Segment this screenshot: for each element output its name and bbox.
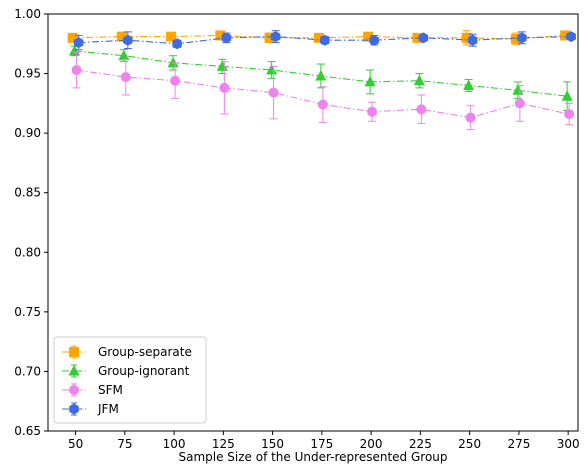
data-point [369, 34, 379, 46]
data-point [367, 106, 378, 117]
x-tick-label: 200 [360, 437, 383, 451]
x-axis-label: Sample Size of the Under-represented Gro… [178, 450, 447, 464]
data-point [215, 30, 226, 41]
data-point [73, 37, 84, 49]
legend-box [53, 336, 207, 424]
data-point [216, 60, 228, 71]
y-tick-label: 0.90 [14, 126, 41, 140]
data-point [167, 56, 179, 68]
data-point [67, 32, 78, 43]
data-point [266, 63, 278, 75]
data-point [116, 31, 127, 42]
legend-label: Group-separate [98, 345, 192, 359]
data-point [268, 87, 279, 98]
plot-area [67, 30, 576, 131]
x-tick-label: 250 [458, 437, 481, 451]
x-tick-label: 275 [507, 437, 530, 451]
x-tick-label: 175 [310, 437, 333, 451]
data-point [317, 99, 328, 110]
x-tick-label: 125 [212, 437, 235, 451]
data-point [166, 31, 177, 42]
series-jfm [73, 30, 576, 51]
data-point [512, 84, 524, 95]
data-point [221, 32, 232, 44]
legend-label: Group-ignorant [98, 364, 190, 378]
y-tick-label: 0.85 [14, 186, 41, 200]
legend-marker [69, 385, 79, 395]
data-point [320, 34, 330, 46]
x-tick-label: 150 [261, 437, 284, 451]
data-point [413, 74, 425, 86]
data-point [514, 98, 525, 109]
x-tick-label: 225 [409, 437, 432, 451]
data-point [172, 38, 182, 50]
data-point [270, 31, 281, 43]
data-point [363, 31, 374, 42]
data-point [120, 72, 131, 83]
legend-marker [69, 403, 79, 415]
legend: Group-separate Group-ignorant SFM JFM [53, 336, 207, 424]
y-tick-label: 0.65 [14, 424, 41, 438]
data-point [219, 82, 230, 93]
data-point [313, 32, 324, 43]
data-point [364, 75, 376, 87]
data-point [560, 30, 571, 41]
x-tick-label: 75 [117, 437, 132, 451]
x-tick-label: 100 [163, 437, 186, 451]
data-point [461, 32, 472, 43]
data-point [71, 64, 82, 75]
legend-marker [68, 365, 80, 376]
data-point [416, 104, 427, 115]
data-point [561, 90, 573, 101]
data-point [467, 34, 478, 46]
data-point [517, 32, 527, 44]
legend-marker [69, 347, 79, 357]
data-point [315, 69, 327, 81]
legend-label: SFM [98, 383, 123, 397]
y-tick-label: 0.80 [14, 245, 41, 259]
data-point [463, 79, 475, 90]
data-point [564, 109, 575, 120]
data-point [510, 34, 521, 45]
data-point [418, 32, 429, 44]
y-tick-label: 1.00 [14, 7, 41, 21]
y-tick-label: 0.75 [14, 305, 41, 319]
y-tick-label: 0.95 [14, 67, 41, 81]
legend-label: JFM [97, 402, 119, 416]
data-point [123, 34, 133, 46]
plot-frame [47, 13, 579, 432]
data-point [264, 32, 275, 43]
data-point [118, 49, 130, 61]
x-tick-label: 300 [557, 437, 580, 451]
data-point [566, 31, 576, 43]
data-point [465, 112, 476, 123]
y-tick-label: 0.70 [14, 364, 41, 378]
axis-ticks: 50 75 100 125 150 175 200 225 250 275 300 0.65 0.70 0… [14, 7, 579, 451]
x-tick-label: 50 [68, 437, 83, 451]
data-point [170, 75, 181, 86]
series-sfm [71, 51, 575, 131]
